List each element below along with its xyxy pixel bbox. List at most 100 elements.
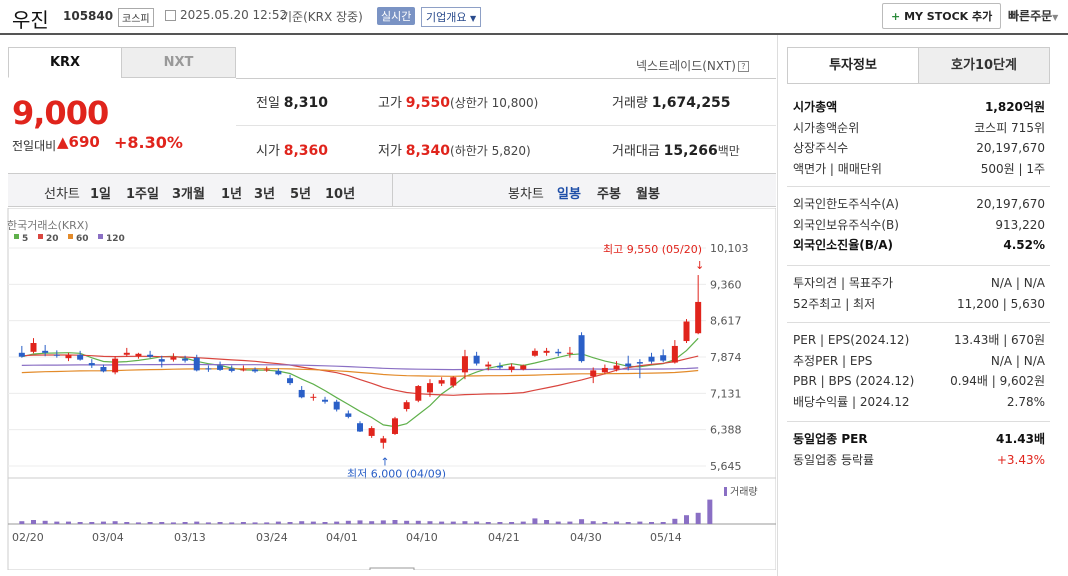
volume-bar	[567, 521, 573, 524]
y-tick-label: 7,874	[710, 351, 742, 364]
add-mystock-button[interactable]: + MY STOCK 추가	[882, 3, 1002, 29]
candle-body	[415, 386, 422, 401]
quote-basis: 기준(KRX 장중)	[281, 10, 363, 24]
candle-body	[100, 366, 107, 372]
candle-body	[403, 402, 410, 410]
info-row: 동일업종 PER 41.43배	[793, 430, 1045, 448]
price-chart[interactable]: 한국거래소(KRX) 5 20 60 120 10,103 9,360 8,617 7,874 7…	[0, 208, 776, 570]
x-tick-label: 04/21	[488, 531, 520, 544]
candle-body	[683, 321, 690, 342]
quick-order-button[interactable]: 빠른주문▼	[1008, 7, 1058, 24]
summary-high: 고가 9,550(상한가 10,800)	[378, 92, 538, 111]
summary-low: 저가 8,340(하한가 5,820)	[378, 140, 531, 159]
amount-label: 거래대금	[612, 144, 660, 159]
info-row: 액면가 | 매매단위 500원 | 1주	[793, 160, 1045, 178]
line-chart-label: 선차트	[44, 187, 80, 202]
info-key: 52주최고 | 최저	[793, 296, 876, 311]
info-value: N/A | N/A	[990, 276, 1045, 290]
candle-body	[426, 383, 433, 393]
scroll-handle	[369, 567, 415, 570]
upper-limit: (상한가 10,800)	[450, 96, 539, 110]
volume-bar	[182, 522, 188, 524]
candle-body	[543, 350, 550, 353]
period-3m[interactable]: 3개월	[172, 187, 205, 202]
candle-body	[566, 352, 573, 354]
info-row: 투자의견 | 목표주가 N/A | N/A	[793, 274, 1045, 292]
stock-name: 우진	[12, 8, 49, 32]
volume-bar	[672, 518, 678, 524]
summary-volume: 거래량 1,674,255	[612, 92, 731, 111]
candle-body	[287, 378, 294, 384]
volume-bar	[264, 522, 270, 524]
chart-control-bar: 선차트 1일 1주일 3개월 1년 3년 5년 10년 봉차트 일봉 주봉 월봉	[8, 173, 776, 207]
ma-line-5	[21, 337, 699, 428]
info-key: 외국인한도주식수(A)	[793, 197, 899, 211]
company-overview-label: 기업개요	[426, 11, 467, 24]
period-1w[interactable]: 1주일	[126, 187, 159, 202]
volume-bar	[684, 515, 690, 524]
y-tick-label: 6,388	[710, 424, 742, 437]
candle-body	[193, 357, 200, 371]
candle-body	[590, 370, 597, 377]
tab-nxt[interactable]: NXT	[121, 47, 236, 78]
period-3y[interactable]: 3년	[254, 187, 276, 202]
candle-weekly[interactable]: 주봉	[597, 187, 621, 202]
info-value: 2.78%	[1006, 394, 1045, 409]
info-value: N/A | N/A	[990, 353, 1045, 368]
company-overview-button[interactable]: 기업개요 ▼	[421, 7, 482, 27]
current-price: 9,000	[12, 94, 109, 132]
volume-bar	[147, 522, 153, 524]
summary-amount: 거래대금 15,266백만	[612, 140, 740, 159]
volume-bar	[439, 521, 445, 524]
x-tick-label: 02/20	[12, 531, 44, 544]
info-divider	[787, 265, 1050, 266]
candle-body	[252, 369, 259, 372]
period-10y[interactable]: 10년	[325, 187, 356, 202]
candle-body	[485, 364, 492, 367]
realtime-badge[interactable]: 실시간	[377, 7, 416, 25]
volume-bar	[205, 522, 211, 524]
volume-bar	[707, 499, 713, 524]
ma-line-20	[21, 354, 699, 396]
x-tick-label: 03/04	[92, 531, 124, 544]
high-value: 9,550	[405, 95, 451, 111]
info-key: 외국인보유주식수(B)	[793, 217, 899, 232]
info-key: PER | EPS(2024.12)	[793, 333, 910, 347]
x-tick-label: 04/30	[570, 531, 602, 544]
volume-bar	[462, 521, 468, 524]
open-value: 8,360	[283, 143, 329, 159]
candle-body	[30, 343, 37, 352]
legend-swatch	[38, 234, 43, 239]
period-5y[interactable]: 5년	[290, 187, 312, 202]
candle-body	[531, 350, 538, 356]
period-1y[interactable]: 1년	[221, 187, 243, 202]
period-1d[interactable]: 1일	[90, 187, 112, 202]
candle-daily[interactable]: 일봉	[557, 187, 581, 202]
candle-body	[473, 355, 480, 364]
tab-invest-info[interactable]: 투자정보	[787, 47, 919, 84]
summary-open: 시가 8,360	[256, 140, 328, 159]
volume-bar	[380, 520, 386, 524]
tab-quote-10[interactable]: 호가10단계	[918, 47, 1050, 84]
x-tick-label: 05/14	[650, 531, 682, 544]
volume-bar	[660, 522, 666, 524]
nextrade-link[interactable]: 넥스트레이드(NXT)?	[636, 57, 749, 74]
candle-body	[345, 413, 352, 417]
candle-body	[636, 362, 643, 364]
candle-body	[42, 350, 49, 353]
candle-body	[613, 365, 620, 370]
volume-label: 거래량	[730, 486, 758, 498]
help-icon[interactable]: ?	[737, 61, 749, 72]
info-key: 배당수익률 | 2024.12	[793, 394, 910, 409]
candle-body	[158, 359, 165, 362]
info-value: 20,197,670	[976, 141, 1045, 155]
tab-krx[interactable]: KRX	[8, 47, 122, 78]
quick-order-label: 빠른주문	[1008, 9, 1053, 23]
candle-body	[275, 370, 282, 375]
volume-bar	[100, 521, 106, 524]
candle-body	[77, 354, 84, 360]
info-row: PER | EPS(2024.12) 13.43배 | 670원	[793, 331, 1045, 349]
info-value: +3.43%	[996, 452, 1045, 467]
candle-monthly[interactable]: 월봉	[636, 187, 660, 202]
prev-value: 8,310	[283, 95, 329, 111]
